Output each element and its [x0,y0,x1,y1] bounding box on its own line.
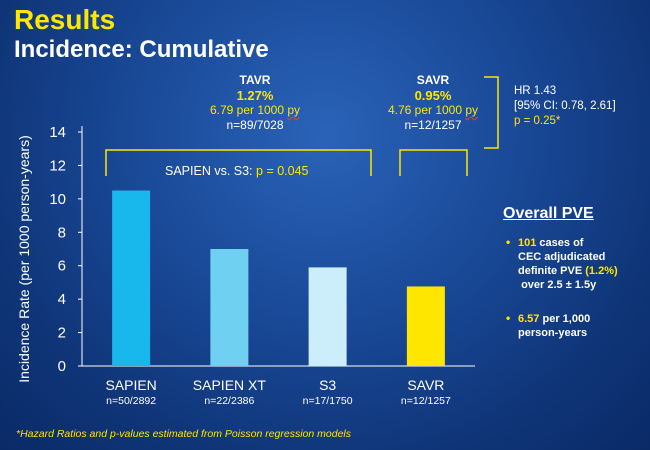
bar-s3 [308,267,347,366]
x-category-sublabel: n=17/1750 [303,395,353,407]
savr-rate: 4.76 per 1000 py [387,103,479,117]
y-tick-label: 8 [58,224,66,241]
x-category-sublabel: n=50/2892 [106,395,156,407]
x-category-sublabel: n=22/2386 [204,395,254,407]
hazard-ratio-value: HR 1.43 [514,85,557,97]
hazard-bracket [484,76,499,149]
x-category-sublabel: n=12/1257 [401,395,451,407]
y-axis-label: Incidence Rate (per 1000 person-years) [16,135,32,382]
tavr-rate: 6.79 per 1000 py [209,103,301,117]
tavr-n: n=89/7028 [226,118,284,132]
overall-pve-bullet-cases: • 101 cases of CEC adjudicated definite … [506,235,618,291]
slide-title: Results [14,4,116,35]
tavr-percent: 1.27% [236,88,274,103]
slide-subtitle: Incidence: Cumulative [14,36,269,63]
hazard-ratio-p: p = 0.25* [514,115,561,127]
tavr-group-header: TAVR 1.27% 6.79 per 1000 py n=89/7028 [185,73,325,133]
savr-n: n=12/1257 [404,118,462,132]
sapien-vs-s3-comparison: SAPIEN vs. S3: p = 0.045 [165,164,309,178]
y-tick-label: 10 [49,191,66,208]
tavr-bracket [105,149,372,176]
comparison-p: p = 0.045 [256,164,309,178]
y-tick-label: 6 [58,258,66,275]
y-tick-label: 4 [58,291,66,308]
footnote: *Hazard Ratios and p-values estimated fr… [16,428,351,440]
y-tick-label: 0 [58,358,66,375]
overall-pve-list: • 101 cases of CEC adjudicated definite … [502,235,647,360]
savr-label: SAVR [416,73,450,87]
hazard-ratio-ci: [95% CI: 0.78, 2.61] [514,100,616,112]
bar-sapien-xt [210,249,249,366]
tavr-label: TAVR [239,73,271,87]
y-tick-label: 12 [49,157,66,174]
savr-bracket [399,149,468,176]
x-category-label: SAPIEN [105,377,156,393]
overall-pve-bullet-rate: • 6.57 per 1,000 person-years [506,311,591,339]
x-category-label: SAVR [407,377,444,393]
hazard-ratio-box: HR 1.43 [95% CI: 0.78, 2.61] p = 0.25* [514,84,616,129]
y-tick-label: 14 [49,124,66,141]
x-category-label: S3 [319,377,336,393]
overall-pve-heading: Overall PVE [503,205,594,222]
bullet-dot-icon: • [506,235,511,249]
bar-savr [406,286,445,366]
x-category-label: SAPIEN XT [193,377,267,393]
bullet-dot-icon: • [506,311,511,325]
savr-group-header: SAVR 0.95% 4.76 per 1000 py n=12/1257 [373,73,493,133]
comparison-label: SAPIEN vs. S3: [165,164,253,178]
bar-sapien [112,190,151,366]
y-tick-label: 2 [58,325,66,342]
savr-percent: 0.95% [414,88,452,103]
